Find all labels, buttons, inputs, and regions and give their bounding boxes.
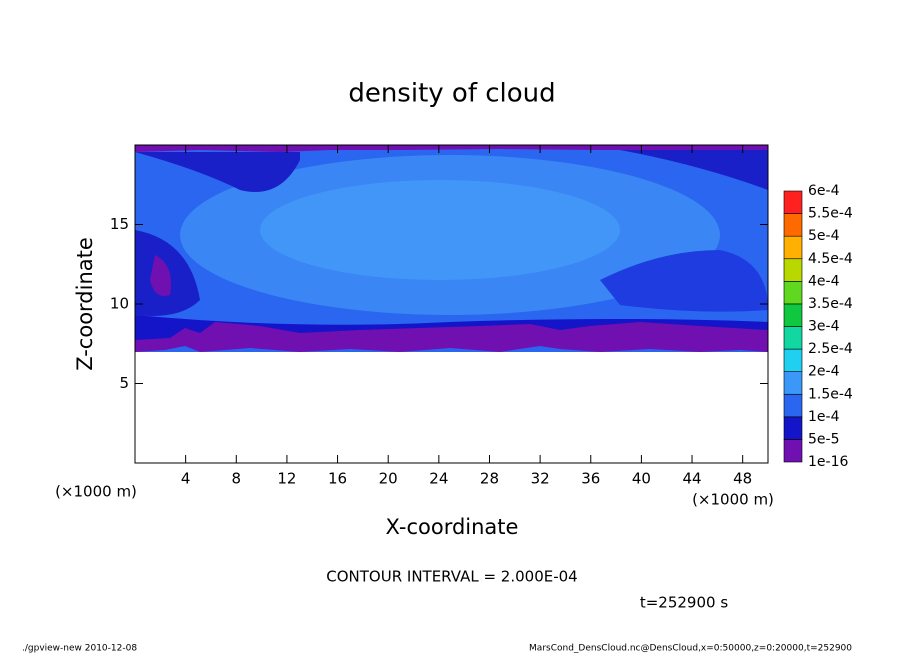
colorbar-box	[783, 393, 803, 418]
colorbar-label: 1e-16	[808, 454, 848, 470]
x-unit-label: (×1000 m)	[692, 491, 774, 509]
colorbar-label: 5.5e-4	[808, 206, 853, 222]
colorbar-label: 5e-4	[808, 228, 840, 244]
x-tick-label: 36	[581, 470, 600, 488]
colorbar-box	[783, 281, 803, 305]
y-unit-label: (×1000 m)	[55, 483, 137, 501]
colorbar-label: 3.5e-4	[808, 296, 853, 312]
colorbar-label: 5e-5	[808, 431, 839, 447]
contour-field	[135, 145, 768, 463]
x-tick-label: 12	[277, 470, 296, 488]
footer-right: MarsCond_DensCloud.nc@DensCloud,x=0:5000…	[529, 644, 852, 654]
x-tick-label: 32	[531, 470, 550, 488]
colorbar-box	[783, 348, 803, 372]
footer-left: ./gpview-new 2010-12-08	[22, 644, 137, 654]
colorbar-box	[783, 190, 803, 214]
x-tick-label: 48	[733, 470, 752, 488]
chart-title: density of cloud	[348, 79, 555, 109]
colorbar-box	[783, 213, 803, 237]
colorbar-label: 4.5e-4	[808, 251, 853, 267]
x-tick-label: 8	[232, 470, 242, 488]
colorbar-label: 4e-4	[808, 273, 840, 289]
colorbar-box	[783, 235, 803, 260]
x-tick-label: 16	[328, 470, 347, 488]
x-tick-label: 4	[181, 470, 191, 488]
colorbar-box	[783, 258, 803, 282]
colorbar-label: 1.5e-4	[808, 386, 853, 402]
colorbar-box	[783, 416, 803, 440]
colorbar-box	[783, 303, 803, 327]
colorbar-box	[783, 326, 803, 350]
colorbar-label: 1e-4	[808, 409, 840, 425]
colorbar-label: 3e-4	[808, 319, 840, 335]
y-axis-label: Z-coordinate	[73, 237, 97, 371]
colorbar-box	[783, 371, 803, 395]
x-tick-label: 40	[632, 470, 651, 488]
contour-interval: CONTOUR INTERVAL = 2.000E-04	[326, 568, 577, 586]
x-tick-label: 20	[379, 470, 398, 488]
y-tick-label: 5	[119, 374, 129, 392]
colorbar-label: 2.5e-4	[808, 341, 853, 357]
time-label: t=252900 s	[640, 594, 728, 612]
y-tick-label: 15	[110, 215, 129, 233]
colorbar-label: 6e-4	[808, 183, 840, 199]
y-tick-label: 10	[110, 295, 129, 313]
x-tick-label: 44	[682, 470, 701, 488]
x-tick-label: 28	[480, 470, 499, 488]
x-tick-label: 24	[429, 470, 448, 488]
x-axis-label: X-coordinate	[386, 515, 519, 539]
colorbar-label: 2e-4	[808, 364, 840, 380]
colorbar-box	[783, 439, 803, 463]
